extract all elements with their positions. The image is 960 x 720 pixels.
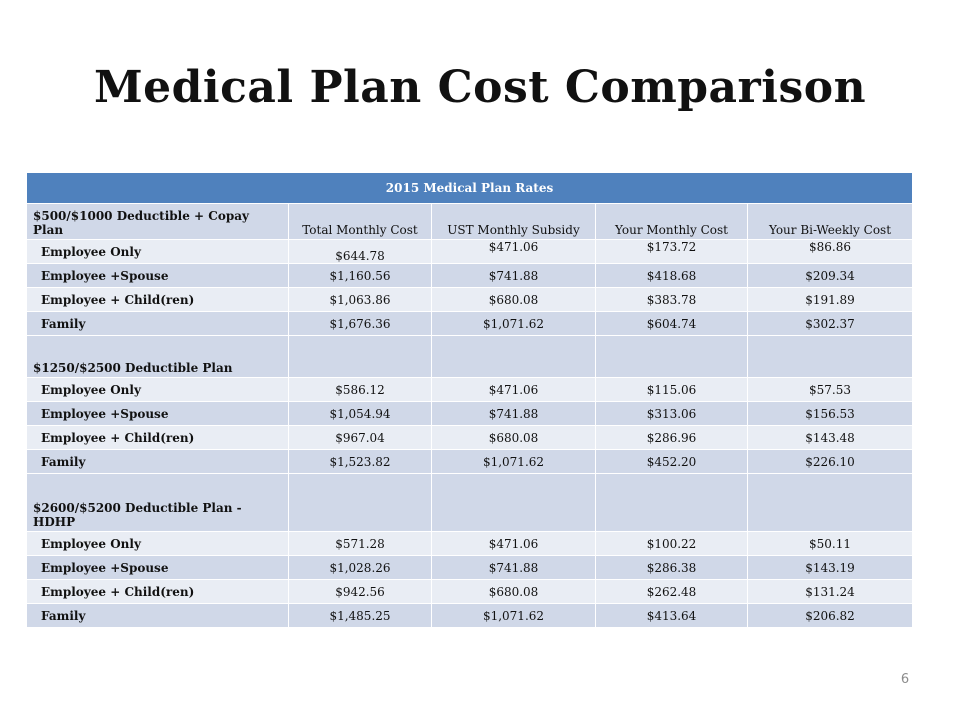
ust-monthly-subsidy: $680.08	[431, 579, 596, 604]
tier-label: Employee +Spouse	[26, 401, 289, 426]
your-monthly-cost: $413.64	[595, 603, 748, 628]
your-biweekly-cost: $302.37	[746, 311, 914, 336]
total-monthly-cost: $1,054.94	[288, 401, 432, 426]
ust-monthly-subsidy: $471.06	[431, 531, 596, 556]
tier-label: Employee +Spouse	[26, 263, 289, 288]
table-row: Employee +Spouse $1,028.26 $741.88 $286.…	[26, 555, 914, 580]
page-number: 6	[900, 672, 910, 687]
ust-monthly-subsidy: $741.88	[431, 263, 596, 288]
your-biweekly-cost: $191.89	[746, 287, 914, 312]
table-row: Employee + Child(ren) $1,063.86 $680.08 …	[26, 287, 914, 312]
your-monthly-cost: $286.38	[595, 555, 748, 580]
your-biweekly-cost: $143.19	[746, 555, 914, 580]
total-monthly-cost: $1,485.25	[288, 603, 432, 628]
slide-title: Medical Plan Cost Comparison	[93, 62, 867, 113]
tier-label: Employee + Child(ren)	[26, 579, 289, 604]
table-row: Employee + Child(ren) $942.56 $680.08 $2…	[26, 579, 914, 604]
ust-monthly-subsidy: $1,071.62	[431, 603, 596, 628]
your-monthly-cost: $313.06	[595, 401, 748, 426]
table-title: 2015 Medical Plan Rates	[25, 172, 914, 204]
your-biweekly-cost: $86.86	[746, 239, 914, 264]
total-monthly-cost: $1,523.82	[288, 449, 432, 474]
table-row: Employee +Spouse $1,160.56 $741.88 $418.…	[26, 263, 914, 288]
your-monthly-cost: $115.06	[595, 377, 748, 402]
your-monthly-cost: $452.20	[595, 449, 748, 474]
your-biweekly-cost: $226.10	[746, 449, 914, 474]
plan-name: $1250/$2500 Deductible Plan	[26, 335, 289, 378]
table-row: Family $1,485.25 $1,071.62 $413.64 $206.…	[26, 603, 914, 628]
empty-cell	[288, 473, 432, 532]
plan-header-row: $500/$1000 Deductible + Copay Plan Total…	[26, 203, 914, 240]
table-row: Family $1,523.82 $1,071.62 $452.20 $226.…	[26, 449, 914, 474]
your-biweekly-cost: $209.34	[746, 263, 914, 288]
your-biweekly-cost: $206.82	[746, 603, 914, 628]
your-biweekly-cost: $57.53	[746, 377, 914, 402]
column-header-total: Total Monthly Cost	[288, 203, 432, 240]
your-monthly-cost: $286.96	[595, 425, 748, 450]
total-monthly-cost: $1,160.56	[288, 263, 432, 288]
your-biweekly-cost: $131.24	[746, 579, 914, 604]
total-monthly-cost: $586.12	[288, 377, 432, 402]
plan-name: $2600/$5200 Deductible Plan - HDHP	[26, 473, 289, 532]
empty-cell	[746, 473, 914, 532]
ust-monthly-subsidy: $680.08	[431, 287, 596, 312]
plan-header-row: $2600/$5200 Deductible Plan - HDHP	[26, 473, 914, 532]
total-monthly-cost: $942.56	[288, 579, 432, 604]
column-header-monthly: Your Monthly Cost	[595, 203, 748, 240]
table-row: Employee Only $586.12 $471.06 $115.06 $5…	[26, 377, 914, 402]
tier-label: Employee + Child(ren)	[26, 425, 289, 450]
total-monthly-cost: $571.28	[288, 531, 432, 556]
tier-label: Employee Only	[26, 377, 289, 402]
rates-table: 2015 Medical Plan Rates $500/$1000 Deduc…	[25, 172, 914, 628]
total-monthly-cost: $967.04	[288, 425, 432, 450]
ust-monthly-subsidy: $1,071.62	[431, 449, 596, 474]
your-monthly-cost: $604.74	[595, 311, 748, 336]
ust-monthly-subsidy: $741.88	[431, 555, 596, 580]
table-row: Employee Only $571.28 $471.06 $100.22 $5…	[26, 531, 914, 556]
your-biweekly-cost: $50.11	[746, 531, 914, 556]
tier-label: Family	[26, 311, 289, 336]
ust-monthly-subsidy: $471.06	[431, 239, 596, 264]
plan-name: $500/$1000 Deductible + Copay Plan	[26, 203, 289, 240]
table-row: Employee + Child(ren) $967.04 $680.08 $2…	[26, 425, 914, 450]
total-monthly-cost: $644.78	[288, 239, 432, 264]
tier-label: Employee + Child(ren)	[26, 287, 289, 312]
tier-label: Employee Only	[26, 239, 289, 264]
tier-label: Family	[26, 603, 289, 628]
total-monthly-cost: $1,028.26	[288, 555, 432, 580]
your-monthly-cost: $262.48	[595, 579, 748, 604]
ust-monthly-subsidy: $741.88	[431, 401, 596, 426]
your-monthly-cost: $383.78	[595, 287, 748, 312]
total-monthly-cost: $1,063.86	[288, 287, 432, 312]
table-title-row: 2015 Medical Plan Rates	[25, 172, 914, 204]
column-header-biweekly: Your Bi-Weekly Cost	[746, 203, 914, 240]
tier-label: Employee Only	[26, 531, 289, 556]
table-row: Employee Only $644.78 $471.06 $173.72 $8…	[26, 239, 914, 264]
empty-cell	[288, 335, 432, 378]
empty-cell	[431, 335, 596, 378]
total-monthly-cost: $1,676.36	[288, 311, 432, 336]
your-monthly-cost: $173.72	[595, 239, 748, 264]
empty-cell	[431, 473, 596, 532]
empty-cell	[595, 473, 748, 532]
table-row: Employee +Spouse $1,054.94 $741.88 $313.…	[26, 401, 914, 426]
your-monthly-cost: $418.68	[595, 263, 748, 288]
your-biweekly-cost: $143.48	[746, 425, 914, 450]
tier-label: Family	[26, 449, 289, 474]
ust-monthly-subsidy: $680.08	[431, 425, 596, 450]
empty-cell	[595, 335, 748, 378]
tier-label: Employee +Spouse	[26, 555, 289, 580]
your-biweekly-cost: $156.53	[746, 401, 914, 426]
table-row: Family $1,676.36 $1,071.62 $604.74 $302.…	[26, 311, 914, 336]
your-monthly-cost: $100.22	[595, 531, 748, 556]
empty-cell	[746, 335, 914, 378]
ust-monthly-subsidy: $1,071.62	[431, 311, 596, 336]
ust-monthly-subsidy: $471.06	[431, 377, 596, 402]
plan-header-row: $1250/$2500 Deductible Plan	[26, 335, 914, 378]
column-header-subsidy: UST Monthly Subsidy	[431, 203, 596, 240]
